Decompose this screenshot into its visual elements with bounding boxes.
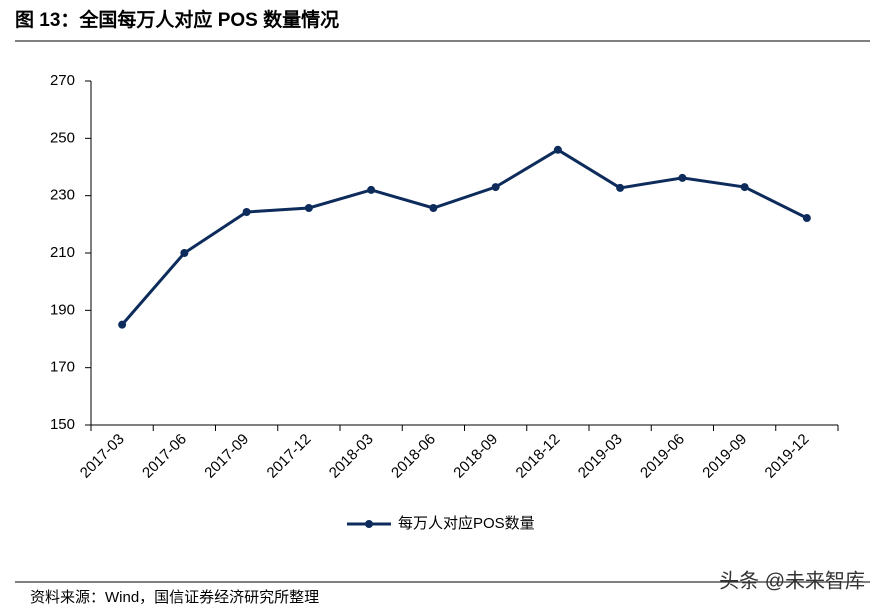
x-tick-label: 2018-12: [513, 431, 564, 482]
marker: [429, 203, 438, 212]
x-tick-label: 2018-06: [388, 431, 439, 482]
x-tick-label: 2019-12: [762, 431, 813, 482]
y-tick-label: 270: [50, 72, 75, 89]
y-tick-label: 150: [50, 416, 75, 433]
marker: [367, 185, 376, 194]
y-tick-label: 230: [50, 187, 75, 204]
marker: [616, 183, 625, 192]
x-tick-label: 2018-09: [450, 431, 501, 482]
line: [120, 148, 808, 326]
marker: [242, 208, 251, 217]
x-tick-label: 2019-03: [575, 431, 626, 482]
marker: [180, 249, 189, 257]
legend-marker: [365, 520, 373, 528]
marker: [802, 214, 811, 223]
marker: [678, 173, 687, 182]
marker: [740, 183, 749, 192]
marker: [491, 183, 500, 192]
marker: [118, 320, 127, 329]
y-tick-label: 170: [50, 359, 75, 376]
y-tick-label: 210: [50, 244, 75, 261]
chart-title: 图 13：全国每万人对应 POS 数量情况: [15, 8, 339, 31]
marker: [304, 203, 313, 212]
x-tick-label: 2019-06: [637, 431, 688, 482]
y-tick-label: 250: [50, 129, 75, 146]
x-tick-label: 2017-12: [264, 431, 315, 482]
x-tick-label: 2019-09: [699, 431, 750, 482]
x-tick-label: 2017-03: [77, 431, 128, 482]
watermark: 头条 @未来智库: [719, 569, 865, 592]
source: 资料来源：Wind，国信证券经济研究所整理: [30, 589, 319, 606]
x-tick-label: 2018-03: [326, 431, 377, 482]
marker: [553, 145, 562, 154]
y-tick-label: 190: [50, 301, 75, 318]
x-tick-label: 2017-09: [201, 431, 252, 482]
legend-label: 每万人对应POS数量: [398, 514, 535, 532]
x-tick-label: 2017-06: [139, 431, 190, 482]
